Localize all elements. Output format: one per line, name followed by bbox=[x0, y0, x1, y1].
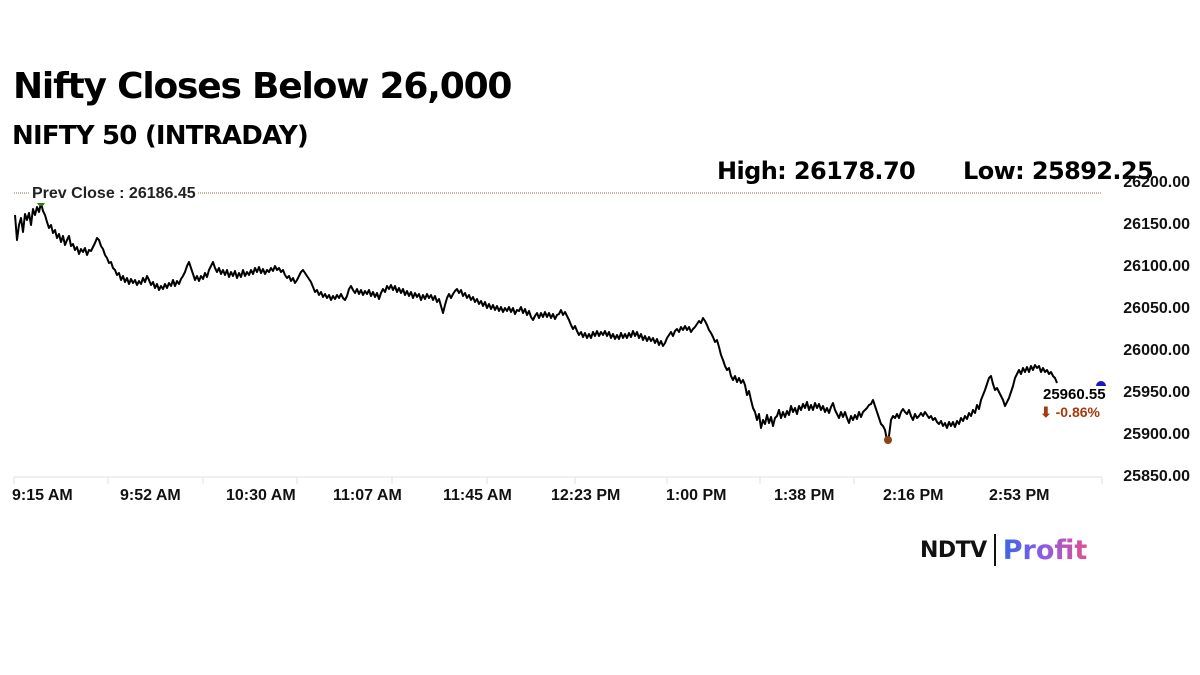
chart-headline: Nifty Closes Below 26,000 bbox=[13, 66, 512, 107]
price-line bbox=[14, 202, 1058, 441]
x-tick-1223: 12:23 PM bbox=[551, 487, 621, 504]
logo-divider bbox=[993, 534, 996, 566]
y-tick-25950: 25950.00 bbox=[1123, 384, 1190, 401]
x-tick-0952: 9:52 AM bbox=[120, 487, 181, 504]
last-price-marker bbox=[1096, 381, 1106, 386]
y-tick-26050: 26050.00 bbox=[1123, 300, 1190, 317]
x-tick-1107: 11:07 AM bbox=[333, 487, 402, 504]
y-tick-25850: 25850.00 bbox=[1123, 468, 1190, 485]
ndtv-profit-logo: NDTV Profit bbox=[920, 534, 1087, 566]
y-tick-26150: 26150.00 bbox=[1123, 216, 1190, 233]
x-tick-1300: 1:00 PM bbox=[666, 487, 727, 504]
x-tick-0915: 9:15 AM bbox=[12, 487, 73, 504]
day-high-label: High: 26178.70 bbox=[717, 157, 916, 185]
x-axis-ticks bbox=[13, 477, 1103, 484]
last-price-label: 25960.55 bbox=[1043, 386, 1106, 403]
y-tick-25900: 25900.00 bbox=[1123, 426, 1190, 443]
x-tick-1338: 1:38 PM bbox=[774, 487, 835, 504]
y-tick-26100: 26100.00 bbox=[1123, 258, 1190, 275]
logo-ndtv-text: NDTV bbox=[920, 537, 987, 563]
prev-close-label: Prev Close : 26186.45 bbox=[30, 185, 198, 203]
x-tick-1145: 11:45 AM bbox=[443, 487, 512, 504]
logo-profit-text: Profit bbox=[1002, 534, 1088, 566]
change-percent-label: ⬇ -0.86% bbox=[1040, 404, 1100, 420]
x-tick-1030: 10:30 AM bbox=[226, 487, 296, 504]
chart-subtitle: NIFTY 50 (INTRADAY) bbox=[12, 121, 309, 151]
x-tick-1453: 2:53 PM bbox=[989, 487, 1050, 504]
y-tick-26200: 26200.00 bbox=[1123, 174, 1190, 191]
day-low-label: Low: 25892.25 bbox=[963, 157, 1154, 185]
x-tick-1416: 2:16 PM bbox=[883, 487, 944, 504]
day-low-marker bbox=[884, 436, 892, 444]
y-tick-26000: 26000.00 bbox=[1123, 342, 1190, 359]
